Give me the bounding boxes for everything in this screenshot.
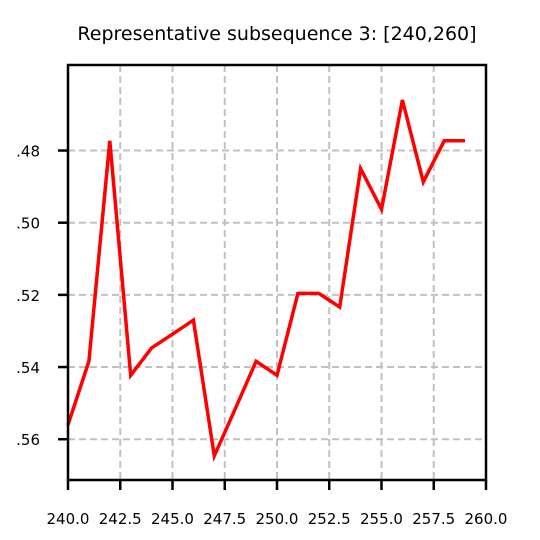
y-tick-label: .50	[16, 215, 40, 233]
x-tick-label: 252.5	[308, 510, 351, 528]
series-line	[66, 99, 466, 462]
x-tick-label: 240.0	[47, 510, 90, 528]
x-tick-label: 255.0	[360, 510, 403, 528]
y-tick-label: .52	[16, 287, 40, 305]
series-layer	[66, 99, 466, 462]
chart-title: Representative subsequence 3: [240,260]	[77, 23, 476, 45]
axes-ticks: 240.0 242.5 245.0 247.5 250.0 252.5 255.0 257.5…	[16, 143, 507, 528]
x-tick-label: 242.5	[99, 510, 142, 528]
x-tick-label: 250.0	[256, 510, 299, 528]
y-tick-label: .48	[16, 143, 40, 161]
x-tick-label: 245.0	[151, 510, 194, 528]
y-tick-label: .54	[16, 359, 40, 377]
grid	[68, 65, 486, 480]
x-tick-label: 247.5	[203, 510, 246, 528]
x-tick-label: 260.0	[465, 510, 508, 528]
y-tick-label: .56	[16, 431, 40, 449]
x-tick-label: 257.5	[412, 510, 455, 528]
